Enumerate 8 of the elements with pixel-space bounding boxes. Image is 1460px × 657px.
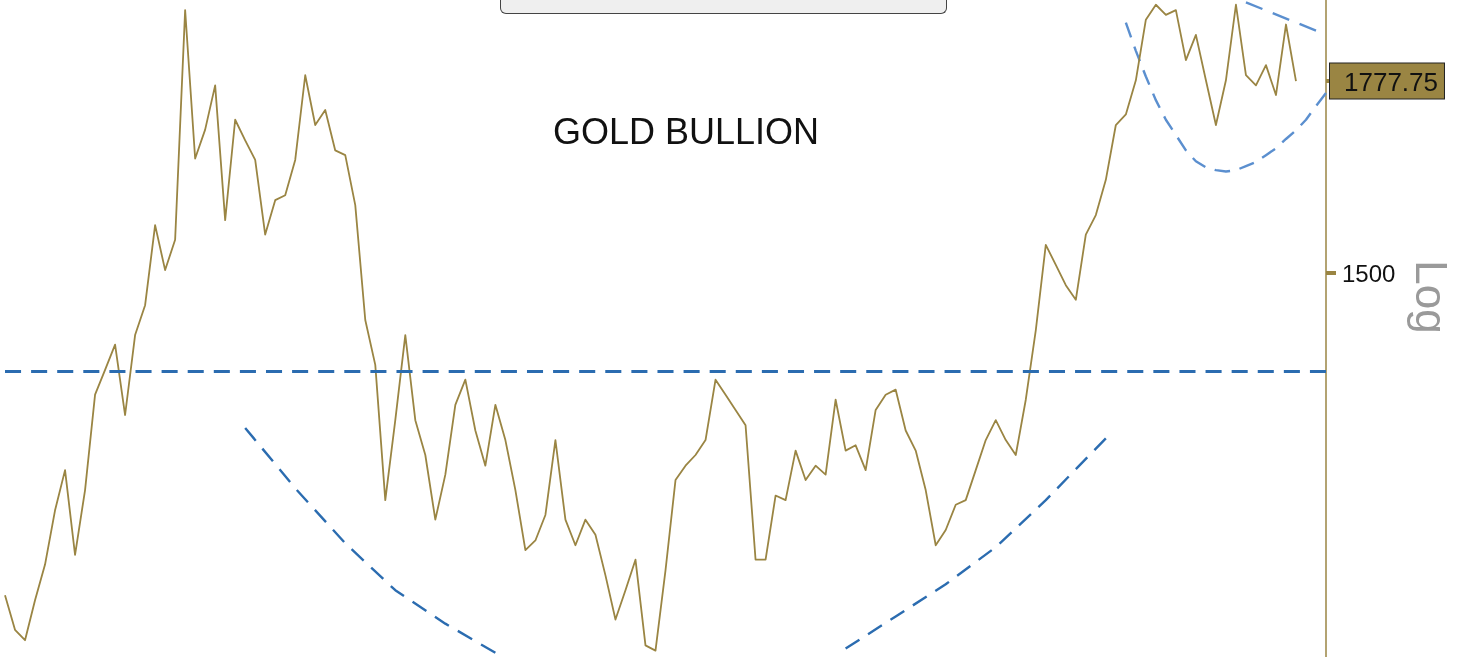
line-series bbox=[844, 437, 1108, 650]
line-series bbox=[243, 426, 497, 654]
line-series bbox=[1124, 21, 1328, 173]
text: GOLD BULLION bbox=[553, 110, 820, 152]
y-axis-title: Log bbox=[1406, 260, 1456, 334]
y-tick-label: 1500 bbox=[1342, 259, 1396, 287]
line-series bbox=[4, 3, 1297, 652]
y-tick-label: 1777.75 bbox=[1344, 66, 1438, 97]
